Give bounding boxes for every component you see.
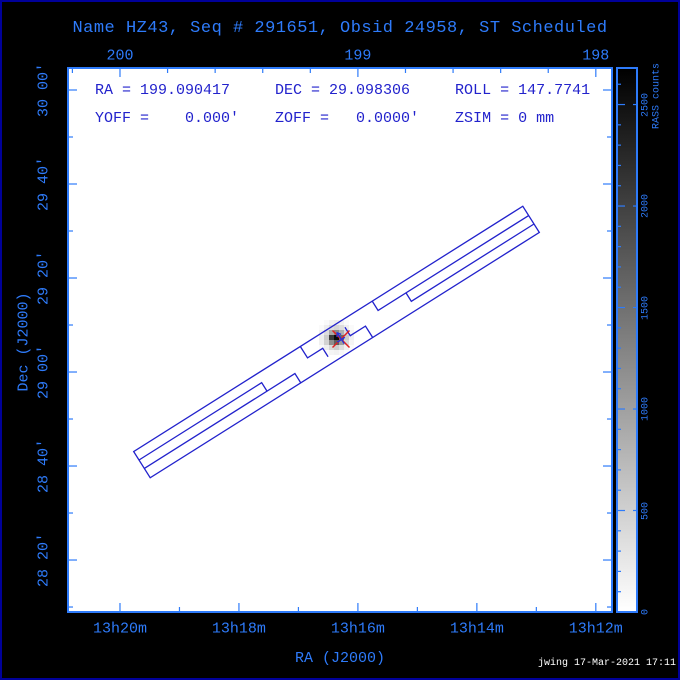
y-axis-title: Dec (J2000)	[15, 292, 33, 392]
colorbar-tick-label: 2000	[640, 194, 652, 219]
y-tick-label: 28 40'	[35, 438, 53, 494]
y-tick-label: 29 40'	[35, 156, 53, 212]
pointing-info-line1: RA = 199.090417 DEC = 29.098306 ROLL = 1…	[95, 82, 591, 99]
x-tick-label-top: 200	[106, 47, 134, 65]
y-tick-label: 29 20'	[35, 250, 53, 306]
detector-footprint-outline	[132, 205, 541, 479]
colorbar	[616, 67, 638, 613]
colorbar-tick-label: 1500	[640, 295, 652, 320]
x-tick-label-bottom: 13h14m	[449, 620, 504, 638]
colorbar-title: RASS counts	[651, 62, 663, 130]
y-tick-label: 28 20'	[35, 533, 53, 588]
y-tick-label: 29 00'	[35, 344, 53, 400]
credit-text: jwing 17-Mar-2021 17:11	[537, 658, 676, 669]
colorbar-tick-label: 1000	[640, 396, 652, 422]
x-axis-title: RA (J2000)	[294, 650, 385, 667]
rass-source-blob	[319, 320, 354, 355]
colorbar-tick-label: 2500	[640, 92, 652, 117]
pointing-info-line2: YOFF = 0.000' ZOFF = 0.0000' ZSIM = 0 mm	[95, 110, 555, 127]
page-title: Name HZ43, Seq # 291651, Obsid 24958, ST…	[72, 19, 608, 38]
x-tick-label-bottom: 13h18m	[211, 620, 266, 638]
y-tick-label: 30 00'	[35, 62, 53, 117]
colorbar-tick-label: 500	[640, 501, 652, 520]
colorbar-tick-label: 0	[640, 608, 652, 616]
x-tick-label-top: 199	[344, 47, 372, 65]
x-tick-label-bottom: 13h12m	[568, 620, 623, 638]
x-tick-label-top: 198	[582, 47, 610, 65]
x-tick-label-bottom: 13h16m	[330, 620, 385, 638]
blue-compass-marker	[336, 331, 346, 345]
x-tick-label-bottom: 13h20m	[92, 620, 147, 638]
